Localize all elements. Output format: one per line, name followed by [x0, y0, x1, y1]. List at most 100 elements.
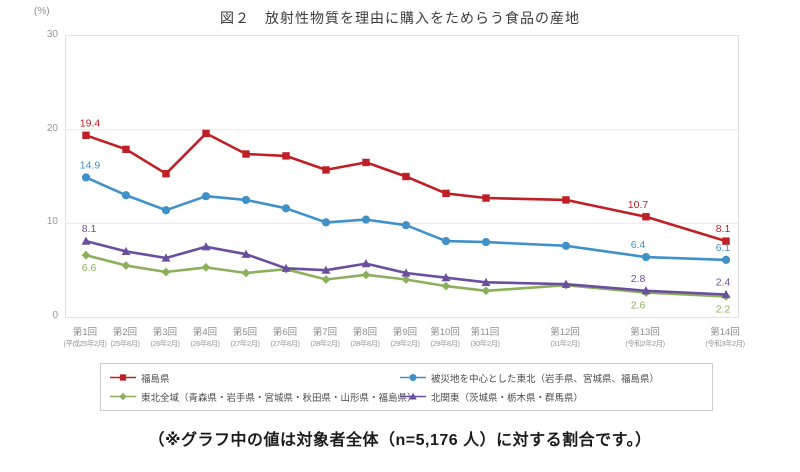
- x-tick-label-10: 第10回: [430, 327, 460, 338]
- circle-marker: [281, 204, 291, 213]
- diamond-marker: [361, 270, 371, 280]
- x-tick-sublabel-13: (令和2年2月): [625, 339, 665, 348]
- x-tick-label-11: 第11回: [470, 327, 500, 338]
- legend-item-3: 北関東（茨城県・栃木県・群馬県）: [399, 390, 704, 404]
- chart-title: 図２ 放射性物質を理由に購入をためらう食品の産地: [220, 10, 580, 26]
- triangle-marker: [281, 263, 291, 272]
- diamond-marker: [441, 281, 451, 291]
- triangle-marker: [201, 242, 211, 251]
- legend-item-0: 福島県: [109, 371, 399, 385]
- triangle-marker: [441, 273, 451, 282]
- diamond-marker: [121, 261, 131, 270]
- triangle-marker: [409, 392, 417, 400]
- circle-marker: [401, 221, 411, 230]
- footnote: （※グラフ中の値は対象者全体（n=5,176 人）に対する割合です。）: [148, 432, 652, 449]
- square-marker: [82, 131, 90, 139]
- circle-marker: [361, 215, 371, 224]
- triangle-marker: [81, 236, 91, 245]
- square-marker: [122, 145, 130, 154]
- square-marker: [722, 237, 730, 245]
- x-tick-label-14: 第14回: [710, 327, 740, 338]
- square-marker: [202, 129, 210, 138]
- x-tick-label-6: 第6回: [272, 327, 298, 338]
- circle-marker: [321, 218, 331, 227]
- legend-circle-icon: [400, 374, 426, 381]
- x-tick-sublabel-14: (令和3年2月): [705, 339, 745, 348]
- series-path: [84, 132, 728, 243]
- square-marker: [119, 374, 127, 381]
- x-tick-label-1: 第1回: [72, 327, 98, 338]
- x-tick-sublabel-12: (31年2月): [550, 339, 580, 348]
- point-label: 6.1: [716, 242, 731, 254]
- point-label: 2.4: [716, 277, 731, 289]
- triangle-marker: [561, 279, 571, 288]
- x-tick-label-2: 第2回: [112, 327, 138, 338]
- square-marker: [642, 213, 650, 221]
- series-0: [82, 129, 730, 245]
- y-tick-label-30: 30: [46, 29, 58, 40]
- diamond-marker: [119, 392, 127, 401]
- series-path: [84, 239, 728, 296]
- point-label: 2.8: [631, 273, 646, 285]
- point-label: 6.6: [82, 262, 97, 274]
- point-label: 8.1: [716, 223, 731, 235]
- circle-marker: [409, 374, 417, 381]
- legend-label: 北関東（茨城県・栃木県・群馬県）: [431, 392, 584, 404]
- square-marker: [242, 150, 250, 158]
- point-label: 2.6: [631, 300, 646, 312]
- legend-label: 被災地を中心とした東北（岩手県、宮城県、福島県）: [431, 373, 660, 385]
- point-label: 8.1: [82, 223, 97, 235]
- point-label: 19.4: [80, 117, 101, 129]
- circle-marker: [81, 173, 91, 182]
- point-label: 2.2: [716, 303, 731, 315]
- circle-marker: [721, 255, 731, 264]
- x-tick-sublabel-3: (26年2月): [150, 339, 180, 348]
- square-marker: [282, 152, 290, 160]
- x-tick-sublabel-4: (26年8月): [190, 339, 220, 348]
- x-tick-label-4: 第4回: [192, 327, 218, 338]
- square-marker: [362, 158, 370, 167]
- x-tick-sublabel-5: (27年2月): [230, 339, 260, 348]
- x-tick-sublabel-6: (27年8月): [270, 339, 300, 348]
- diamond-marker: [401, 275, 411, 284]
- triangle-marker: [321, 265, 331, 274]
- legend-square-icon: [110, 374, 136, 381]
- x-tick-label-3: 第3回: [152, 327, 178, 338]
- diamond-marker: [81, 250, 91, 260]
- diamond-marker: [321, 275, 331, 284]
- legend-item-2: 東北全域（青森県・岩手県・宮城県・秋田県・山形県・福島県）: [109, 390, 417, 404]
- square-marker: [562, 196, 570, 204]
- point-label: 10.7: [628, 199, 649, 211]
- diamond-marker: [161, 267, 171, 277]
- x-tick-label-13: 第13回: [630, 327, 660, 338]
- square-marker: [402, 172, 410, 181]
- square-marker: [162, 169, 170, 178]
- x-tick-label-12: 第12回: [550, 327, 580, 338]
- triangle-marker: [481, 277, 491, 286]
- x-tick-sublabel-8: (28年8月): [350, 339, 380, 348]
- legend-item-1: 被災地を中心とした東北（岩手県、宮城県、福島県）: [399, 371, 704, 385]
- y-tick-label-0: 0: [52, 310, 58, 321]
- square-marker: [322, 166, 330, 174]
- circle-marker: [241, 195, 251, 205]
- legend-label: 東北全域（青森県・岩手県・宮城県・秋田県・山形県・福島県）: [141, 392, 417, 404]
- triangle-marker: [401, 268, 411, 277]
- x-tick-sublabel-11: (30年2月): [470, 339, 500, 348]
- x-tick-label-9: 第9回: [392, 327, 418, 338]
- triangle-marker: [721, 289, 731, 299]
- x-tick-sublabel-7: (28年2月): [310, 339, 340, 348]
- circle-marker: [201, 192, 211, 201]
- series-3: [81, 236, 731, 299]
- triangle-marker: [641, 286, 651, 295]
- y-tick-label-10: 10: [46, 216, 58, 228]
- x-tick-label-5: 第5回: [232, 327, 258, 338]
- circle-marker: [121, 191, 131, 200]
- plot-area: 19.4 10.7 8.1 14.9 6.4 6.1 6.6 2.6 2.2 8.1 2.8 2.4: [65, 35, 739, 318]
- diamond-marker: [241, 268, 251, 278]
- series-path: [84, 176, 728, 262]
- triangle-marker: [121, 246, 131, 256]
- y-tick-label-20: 20: [46, 122, 58, 134]
- triangle-marker: [361, 259, 371, 268]
- legend-triangle-icon: [400, 392, 426, 400]
